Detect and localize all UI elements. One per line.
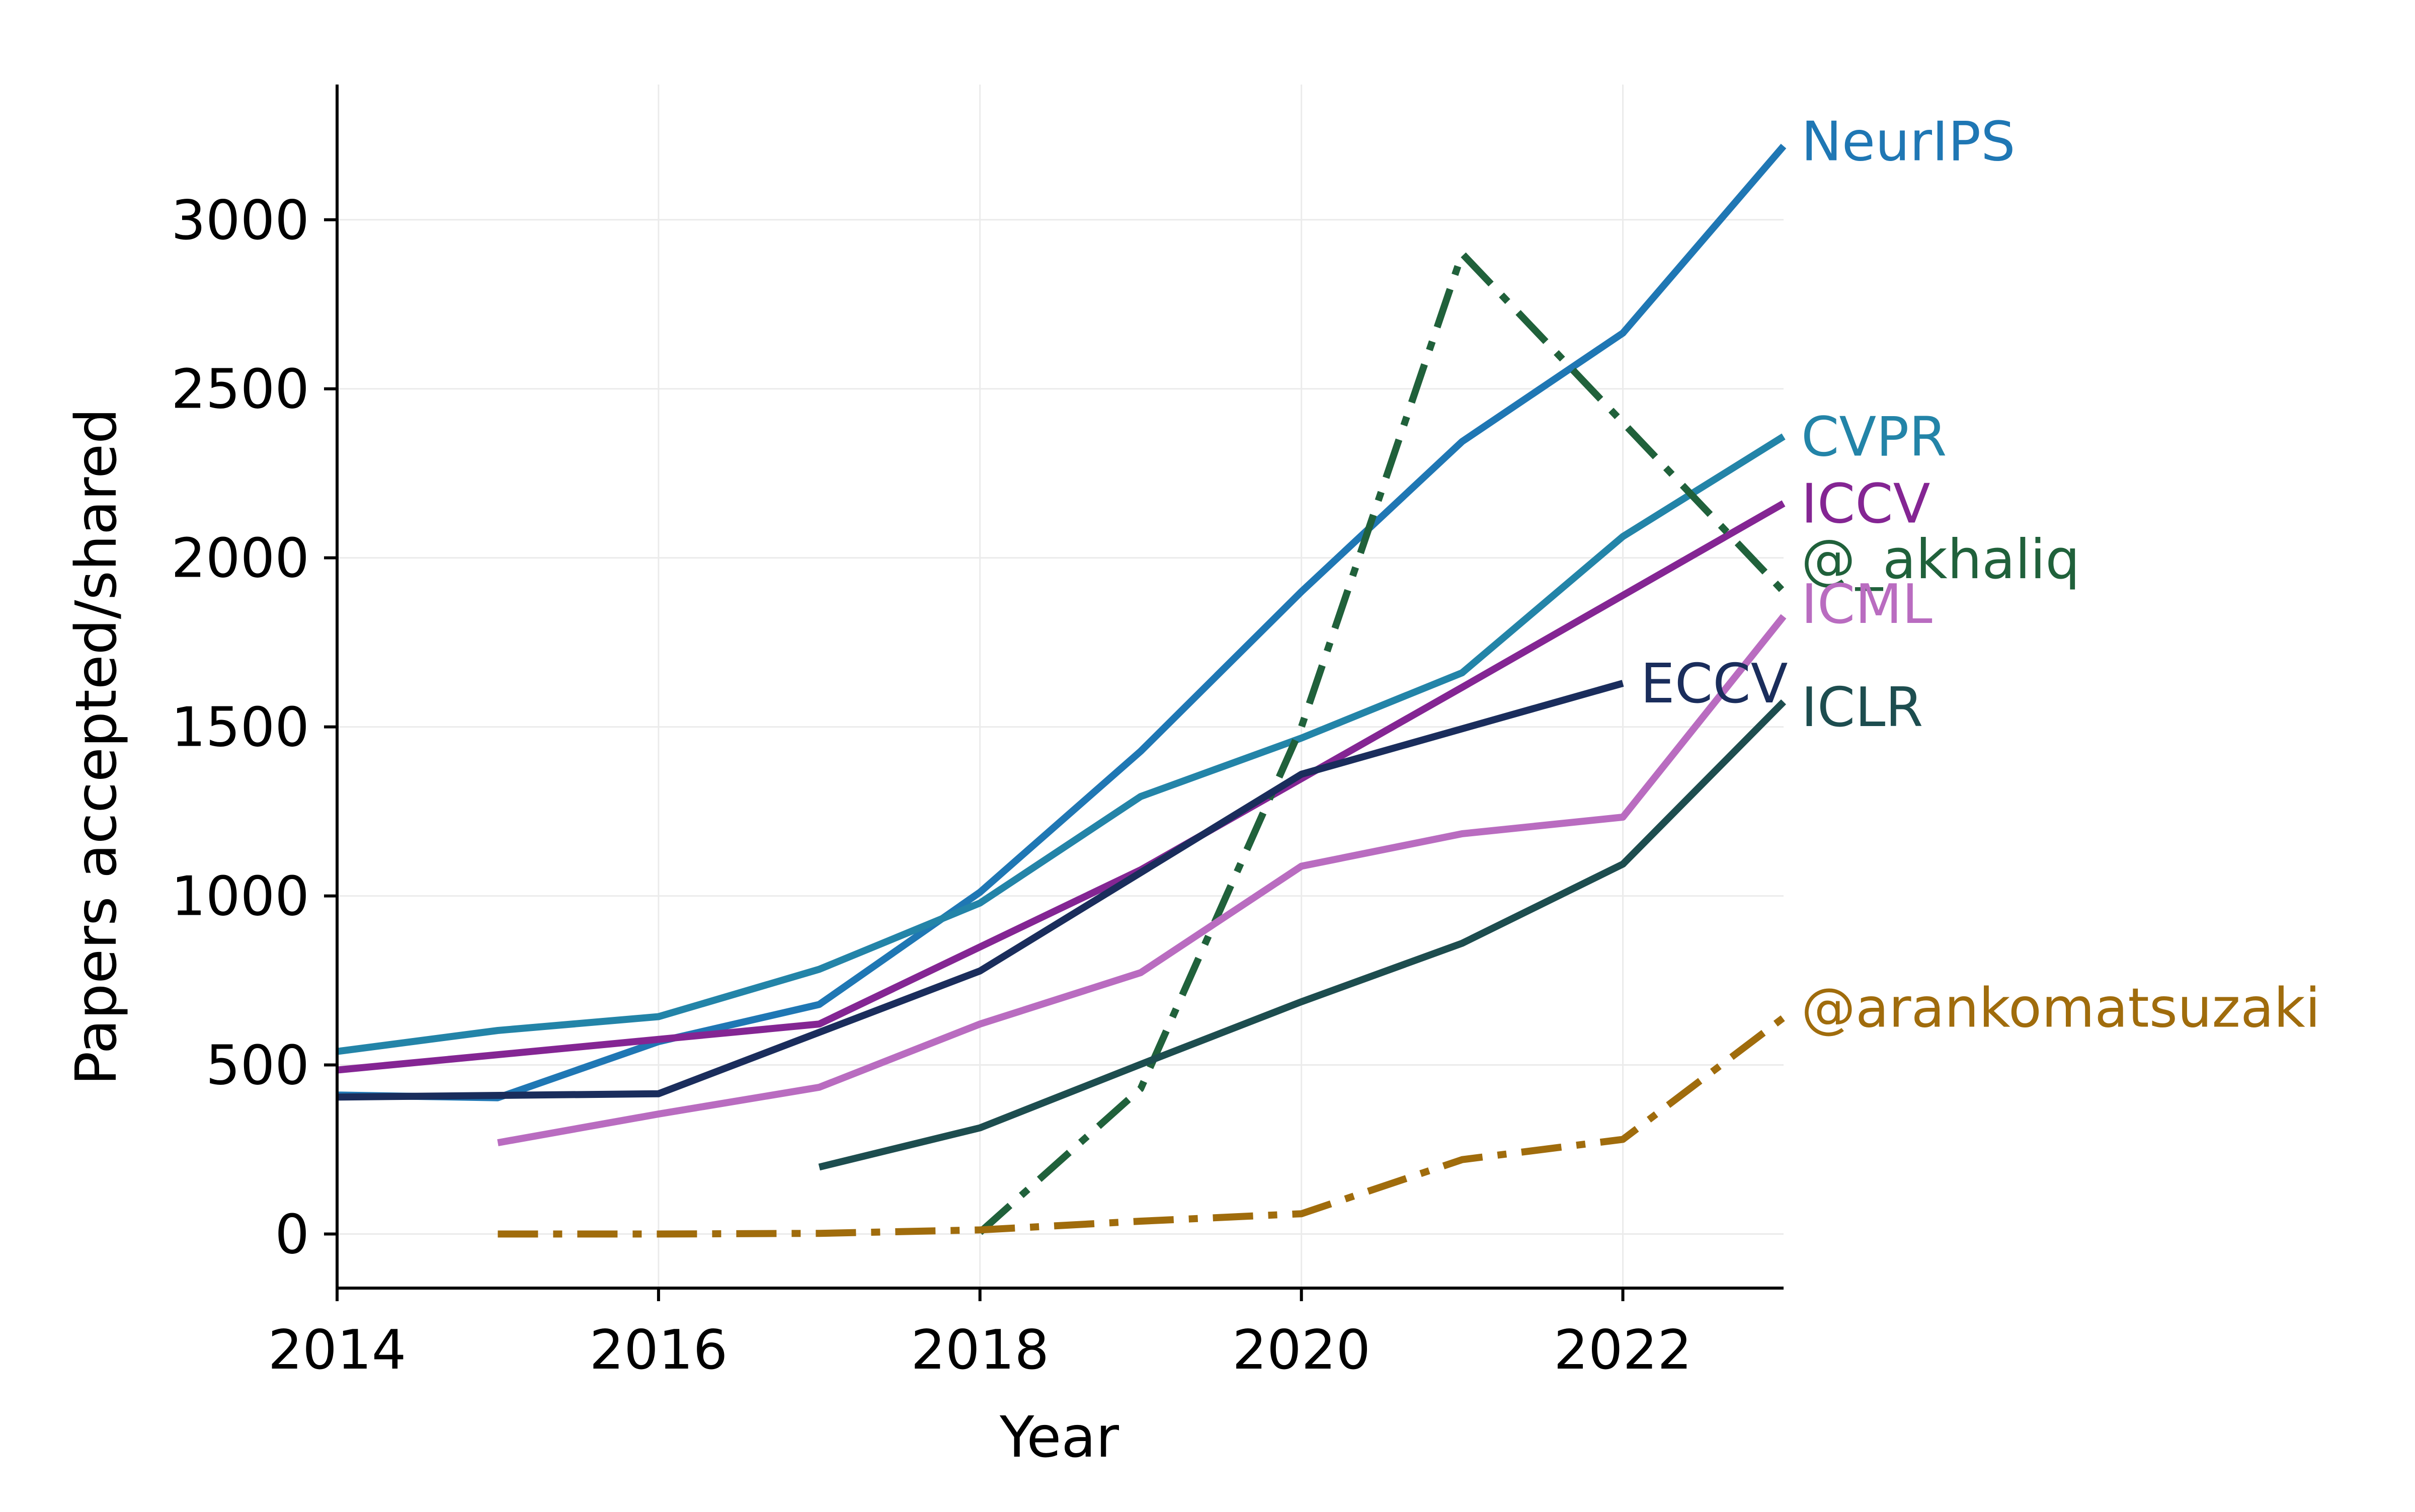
series-line-icml	[497, 614, 1787, 1146]
x-tick-label: 2016	[589, 1319, 728, 1382]
series-label-arankomatsuzaki: @arankomatsuzaki	[1801, 977, 2320, 1040]
y-tick-label: 2000	[171, 527, 309, 590]
series-line-cvpr	[337, 433, 1786, 1055]
x-tick-label: 2022	[1554, 1319, 1692, 1382]
x-axis-title: Year	[999, 1405, 1119, 1470]
series-lines	[337, 143, 1787, 1238]
series-label-eccv: ECCV	[1641, 653, 1788, 715]
series-line-akhaliq	[978, 250, 1787, 1235]
y-tick-label: 1000	[171, 865, 309, 928]
x-tick-label: 2018	[911, 1319, 1049, 1382]
tick-labels: 2014 2016 2018 2020 2022 0 500 1000 1500 2000 2500…	[171, 189, 1692, 1382]
series-line-eccv	[337, 680, 1624, 1101]
x-tick-label: 2020	[1232, 1319, 1371, 1382]
series-line-neurips	[337, 143, 1787, 1101]
series-line-arankomatsuzaki	[498, 1014, 1786, 1238]
y-tick-label: 0	[275, 1203, 309, 1266]
y-tick-label: 1500	[171, 696, 309, 759]
y-axis-title: Papers accepted/shared	[64, 408, 129, 1085]
series-line-iclr	[818, 699, 1786, 1171]
series-label-neurips: NeurIPS	[1801, 110, 2016, 173]
gridlines	[336, 85, 1784, 1288]
series-label-iccv: ICCV	[1801, 472, 1930, 535]
axes	[336, 85, 1784, 1290]
y-tick-label: 500	[206, 1034, 309, 1097]
y-tick-label: 3000	[171, 189, 309, 252]
x-tick-label: 2014	[268, 1319, 407, 1382]
series-label-cvpr: CVPR	[1801, 406, 1947, 468]
y-tick-label: 2500	[171, 358, 309, 421]
series-label-iclr: ICLR	[1801, 676, 1923, 739]
series-label-akhaliq: @_akhaliq	[1801, 528, 2080, 591]
series-label-icml: ICML	[1801, 573, 1933, 636]
